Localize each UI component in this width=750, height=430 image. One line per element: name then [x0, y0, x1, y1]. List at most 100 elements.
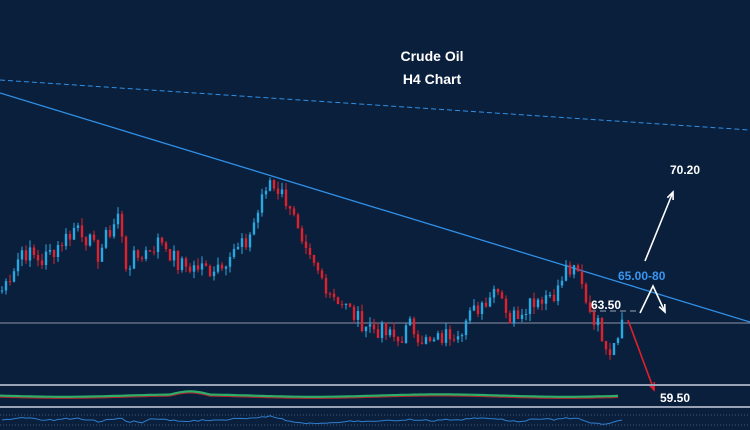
candle-body [448, 329, 452, 340]
candle-body [280, 189, 284, 195]
candle-body [136, 250, 140, 258]
candle-body [576, 265, 580, 272]
candle-body [232, 249, 236, 257]
candle-body [312, 254, 316, 263]
candle-body [484, 302, 488, 307]
candle-body [88, 234, 92, 246]
candle-body [408, 318, 412, 326]
candle-body [144, 250, 148, 259]
candle-body [32, 247, 36, 256]
candle-body [388, 329, 392, 336]
candle-body [444, 329, 448, 343]
candle-body [404, 325, 408, 343]
chart-subtitle: H4 Chart [402, 71, 462, 87]
candle-body [188, 266, 192, 272]
candle-body [580, 271, 584, 285]
candle-body [608, 349, 612, 356]
candle-body [192, 265, 196, 272]
candle-body [416, 334, 420, 343]
candle-body [276, 188, 280, 195]
candle-body [8, 281, 12, 283]
candle-body [168, 249, 172, 261]
candle-body [300, 228, 304, 242]
rejection-arrow-head [658, 303, 666, 314]
candle-body [252, 222, 256, 235]
candle-body [528, 298, 532, 315]
candle-body [160, 237, 164, 243]
candle-body [92, 234, 96, 240]
candle-body [112, 224, 116, 237]
candle-body [360, 311, 364, 332]
candle-body [224, 266, 228, 269]
candle-body [52, 249, 56, 258]
candle-body [468, 310, 472, 321]
candle-body [504, 298, 508, 313]
candle-body [536, 299, 540, 308]
candle-body [436, 333, 440, 340]
candle-body [488, 297, 492, 307]
candle-body [244, 238, 248, 248]
candle-body [344, 303, 348, 305]
candle-body [44, 251, 48, 265]
candle-body [552, 294, 556, 302]
macd-histogram [0, 390, 619, 399]
candle-body [28, 247, 32, 261]
candle-body [556, 285, 560, 302]
candle-body [108, 230, 112, 237]
candle-body [292, 208, 296, 215]
candle-body [260, 194, 264, 213]
candle-body [480, 302, 484, 315]
candle-body [140, 257, 144, 259]
candle-body [288, 206, 292, 209]
candle-body [84, 237, 88, 246]
target-down-label: 59.50 [660, 391, 691, 405]
candle-body [512, 310, 516, 324]
level-label: 63.50 [591, 298, 622, 312]
candle-body [324, 277, 328, 294]
candle-body [564, 264, 568, 281]
candle-body [456, 336, 460, 340]
candle-body [176, 250, 180, 271]
candle-body [72, 228, 76, 240]
candle-body [412, 318, 416, 335]
candle-body [16, 259, 20, 272]
descending-trendline [0, 92, 750, 323]
candle-body [304, 241, 308, 249]
candle-body [588, 302, 592, 312]
candle-body [400, 341, 404, 343]
candle-body [584, 284, 588, 303]
candle-body [204, 263, 208, 266]
candle-body [364, 326, 368, 332]
candle-body [476, 305, 480, 315]
candle-body [296, 214, 300, 229]
candle-body [440, 333, 444, 343]
candle-body [368, 324, 372, 327]
candle-body [156, 237, 160, 253]
candle-body [544, 295, 548, 304]
candle-body [492, 288, 496, 298]
candle-body [356, 311, 360, 320]
candle-body [332, 293, 336, 298]
candle-body [592, 311, 596, 326]
candle-body [600, 317, 604, 342]
candle-body [40, 260, 44, 265]
candle-body [248, 234, 252, 248]
candle-body [132, 250, 136, 269]
candle-body [272, 180, 276, 189]
candle-body [596, 317, 600, 326]
candle-body [100, 247, 104, 262]
candle-body [4, 281, 8, 291]
candle-body [36, 255, 40, 261]
candle-body [104, 230, 108, 248]
candle-body [384, 323, 388, 336]
candle-body [20, 250, 24, 260]
candle-body [392, 329, 396, 337]
candle-body [284, 189, 288, 207]
candle-body [0, 290, 4, 292]
macd-signal-line [0, 392, 619, 399]
candle-body [520, 314, 524, 320]
candle-body [524, 314, 528, 316]
candle-body [256, 212, 260, 223]
